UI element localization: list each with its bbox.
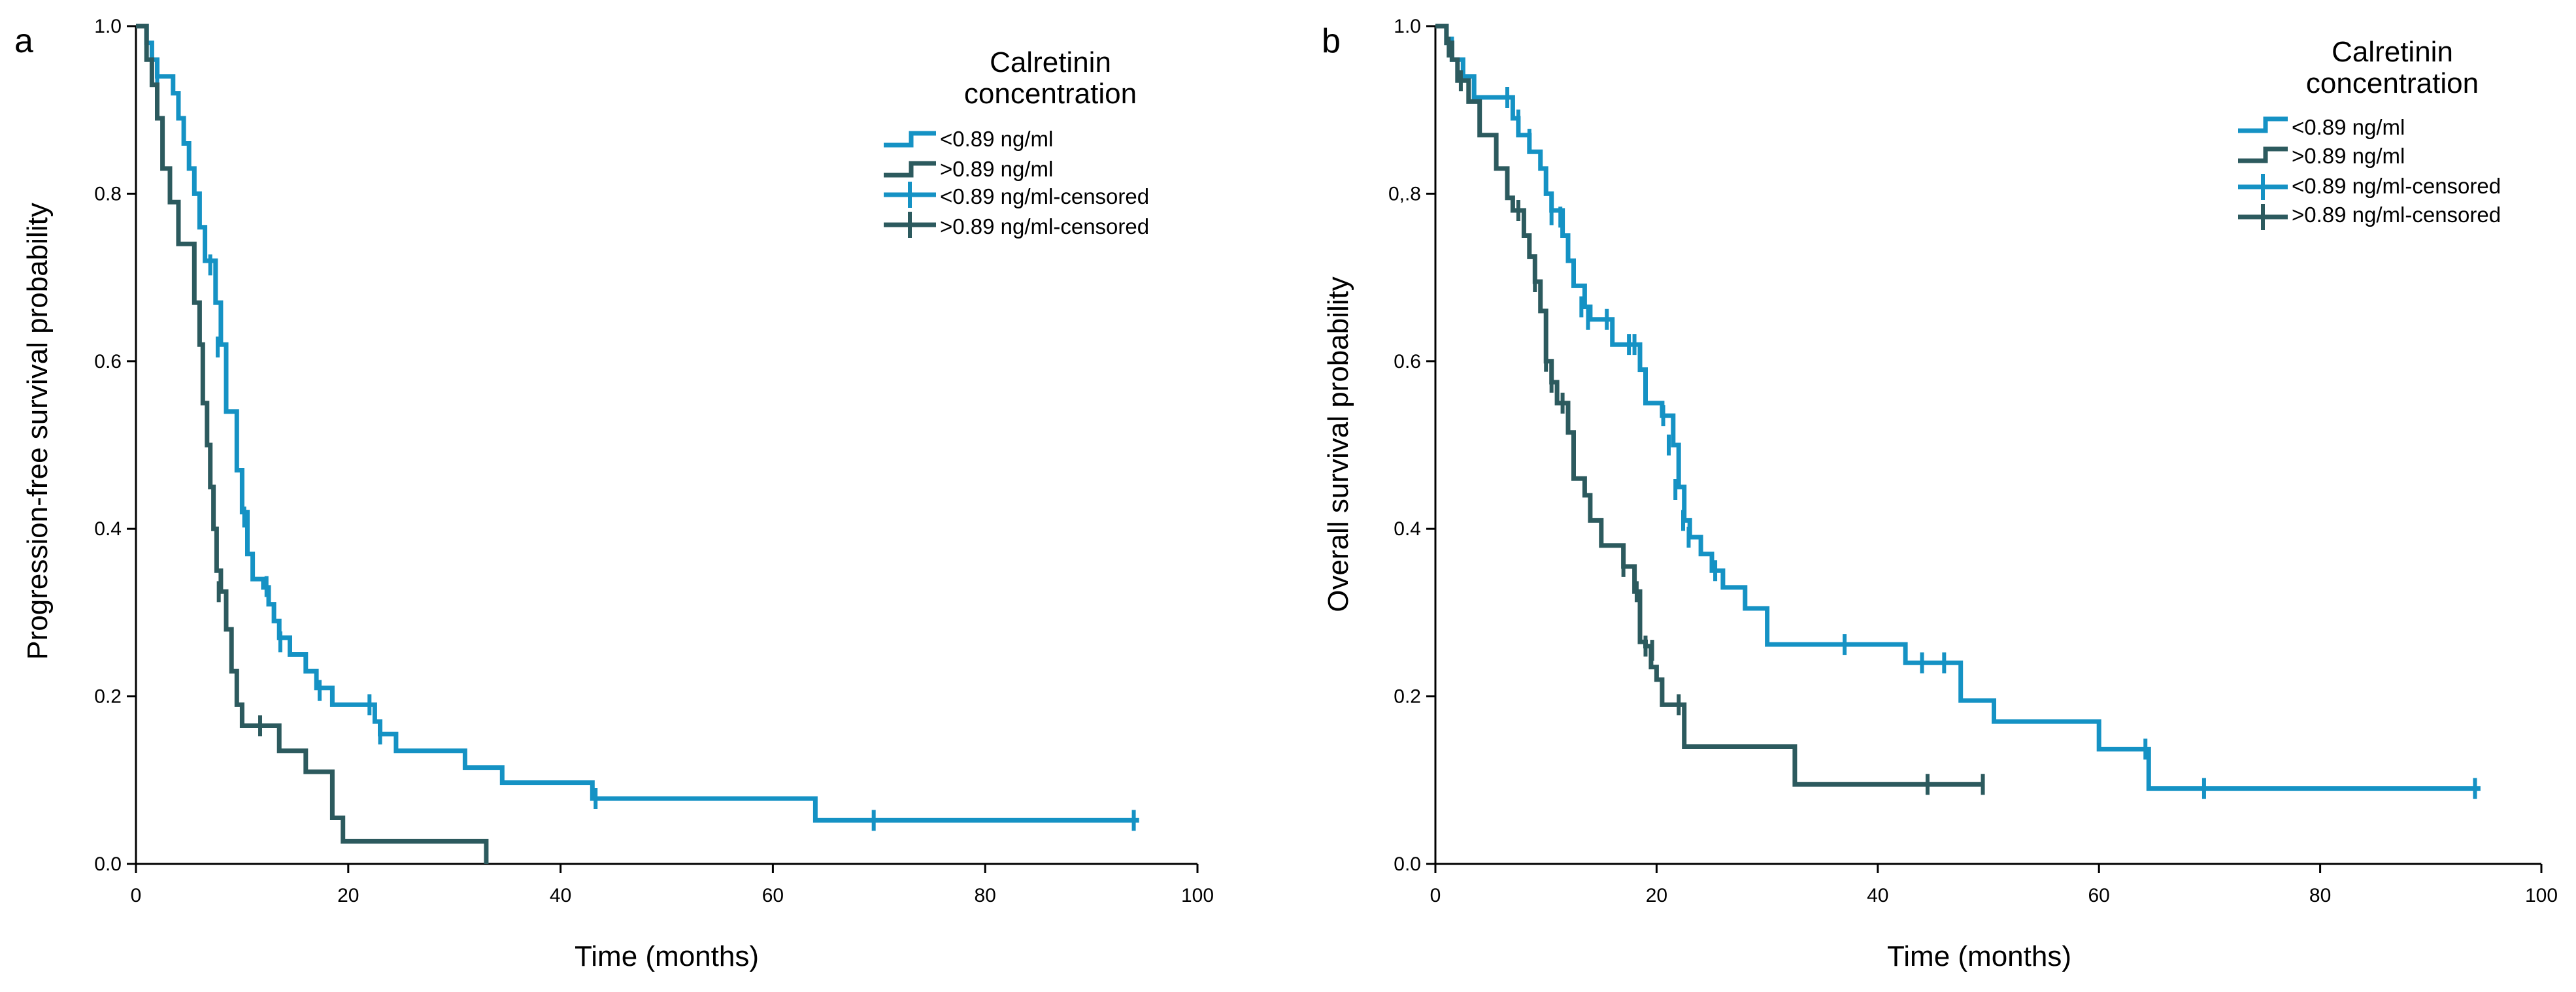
y-tick-label: 0.4 [1394,518,1421,540]
legend-swatch-low-b [2238,116,2288,133]
legend-entry-high-b: >0.89 ng/ml [2292,144,2405,168]
x-tick-label: 20 [1646,885,1667,906]
x-tick-label: 60 [762,885,784,906]
x-tick-label: 80 [975,885,996,906]
x-tick-label: 0 [131,885,142,906]
x-tick-label: 80 [2309,885,2331,906]
y-tick-label: 0.0 [94,853,122,875]
y-tick-label: 0.2 [94,686,122,708]
plot-area-b: 0 20 40 60 80 100 0.0 0.2 0.4 0.6 0,.8 1.0 [1388,16,2558,906]
x-tick-label: 0 [1430,885,1441,906]
legend-entry-low-b: <0.89 ng/ml [2292,115,2405,139]
y-axis-label-a: Progression-free survival probability [22,203,54,659]
legend-entry-low-censored-a: <0.89 ng/ml-censored [940,184,1149,208]
legend-title-line1-a: Calretinin [990,46,1111,78]
y-tick-label: 1.0 [1394,16,1421,37]
x-tick-label: 100 [1181,885,1214,906]
x-tick-label: 40 [550,885,571,906]
y-tick-label: 0.6 [1394,351,1421,372]
legend-a: Calretinin concentration <0.89 ng/ml >0.… [884,46,1149,239]
legend-swatch-high-a [884,161,936,178]
legend-swatch-low-a [884,131,936,148]
panel-a: a Progression-free survival probability … [14,16,1214,972]
x-tick-label: 40 [1867,885,1888,906]
x-tick-label: 100 [2525,885,2558,906]
km-curve-low [136,24,1139,823]
x-axis-label-b: Time (months) [1887,940,2071,972]
y-tick-label: 1.0 [94,16,122,37]
y-tick-label: 0.2 [1394,686,1421,708]
y-tick-label: 0,.8 [1388,183,1421,205]
x-tick-label: 60 [2088,885,2110,906]
legend-entry-high-censored-a: >0.89 ng/ml-censored [940,214,1149,239]
y-tick-label: 0.4 [94,518,122,540]
km-curve-low [1435,24,2481,791]
y-tick-label: 0.6 [94,351,122,372]
km-curve-high [1435,24,1983,787]
panel-b: b Overall survival probability Time (mon… [1322,16,2558,972]
legend-b: Calretinin concentration <0.89 ng/ml >0.… [2238,36,2501,230]
legend-entry-high-censored-b: >0.89 ng/ml-censored [2292,203,2501,227]
km-curve-high [136,24,489,864]
legend-entry-low-censored-b: <0.89 ng/ml-censored [2292,174,2501,198]
plot-area-a: 0 20 40 60 80 100 0.0 0.2 0.4 0.6 0.8 1.0 [94,16,1214,906]
panel-letter-a: a [14,22,33,60]
legend-entry-low-a: <0.89 ng/ml [940,127,1053,151]
legend-title-line2-a: concentration [964,78,1137,110]
x-axis-label-a: Time (months) [575,940,759,972]
legend-entry-high-a: >0.89 ng/ml [940,157,1053,181]
legend-swatch-high-b [2238,146,2288,163]
legend-title-line1-b: Calretinin [2332,36,2453,68]
y-tick-label: 0.0 [1394,853,1421,875]
panel-letter-b: b [1322,22,1341,60]
x-tick-label: 20 [337,885,359,906]
y-axis-label-b: Overall survival probability [1322,276,1354,612]
y-tick-label: 0.8 [94,183,122,205]
legend-title-line2-b: concentration [2306,67,2479,99]
